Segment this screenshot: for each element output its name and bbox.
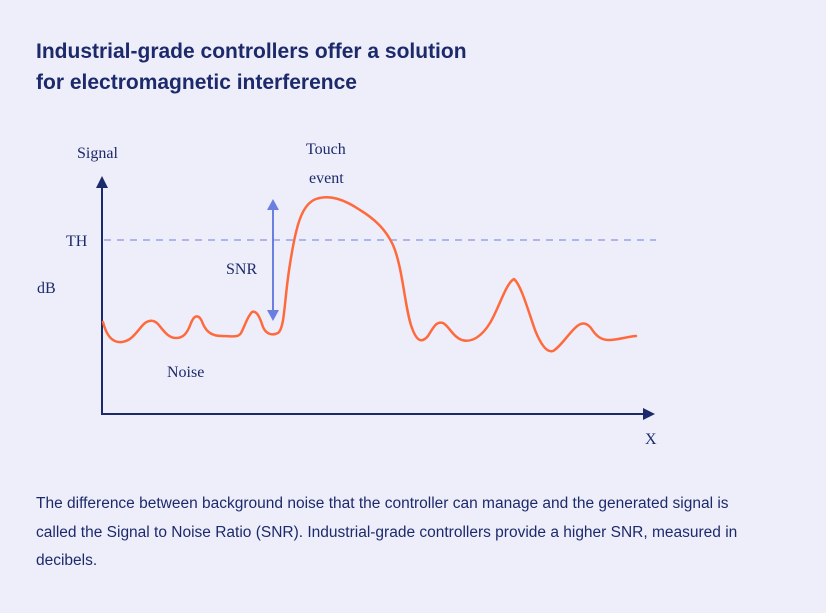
- x-axis-label: X: [645, 431, 657, 448]
- title-line-2: for electromagnetic interference: [36, 71, 357, 94]
- noise-label: Noise: [167, 364, 204, 381]
- threshold-label: TH: [66, 233, 88, 250]
- y-axis-label: Signal: [77, 145, 118, 162]
- y-axis-arrowhead: [96, 176, 108, 188]
- title-line-1: Industrial-grade controllers offer a sol…: [36, 40, 467, 63]
- x-axis-arrowhead: [643, 408, 655, 420]
- touch-event-label-line-2: event: [309, 170, 344, 187]
- snr-arrow-down-head: [267, 310, 279, 321]
- touch-event-label-line-1: Touch: [306, 141, 346, 158]
- page-title: Industrial-grade controllers offer a sol…: [36, 36, 656, 98]
- caption-paragraph: The difference between background noise …: [36, 495, 738, 569]
- signal-curve: [101, 195, 638, 353]
- snr-label: SNR: [226, 261, 257, 278]
- y-unit-label: dB: [37, 280, 56, 297]
- snr-arrow-up-head: [267, 199, 279, 210]
